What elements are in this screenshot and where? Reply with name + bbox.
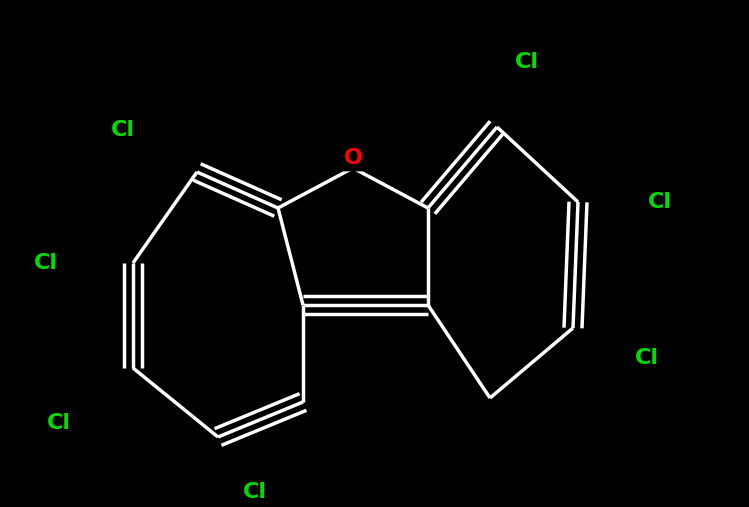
Text: Cl: Cl [47,413,71,433]
Text: Cl: Cl [515,52,539,72]
Text: Cl: Cl [111,120,135,140]
Text: O: O [344,148,363,168]
Text: Cl: Cl [34,253,58,273]
Text: Cl: Cl [243,482,267,502]
Text: Cl: Cl [648,192,672,212]
Text: Cl: Cl [635,348,659,368]
